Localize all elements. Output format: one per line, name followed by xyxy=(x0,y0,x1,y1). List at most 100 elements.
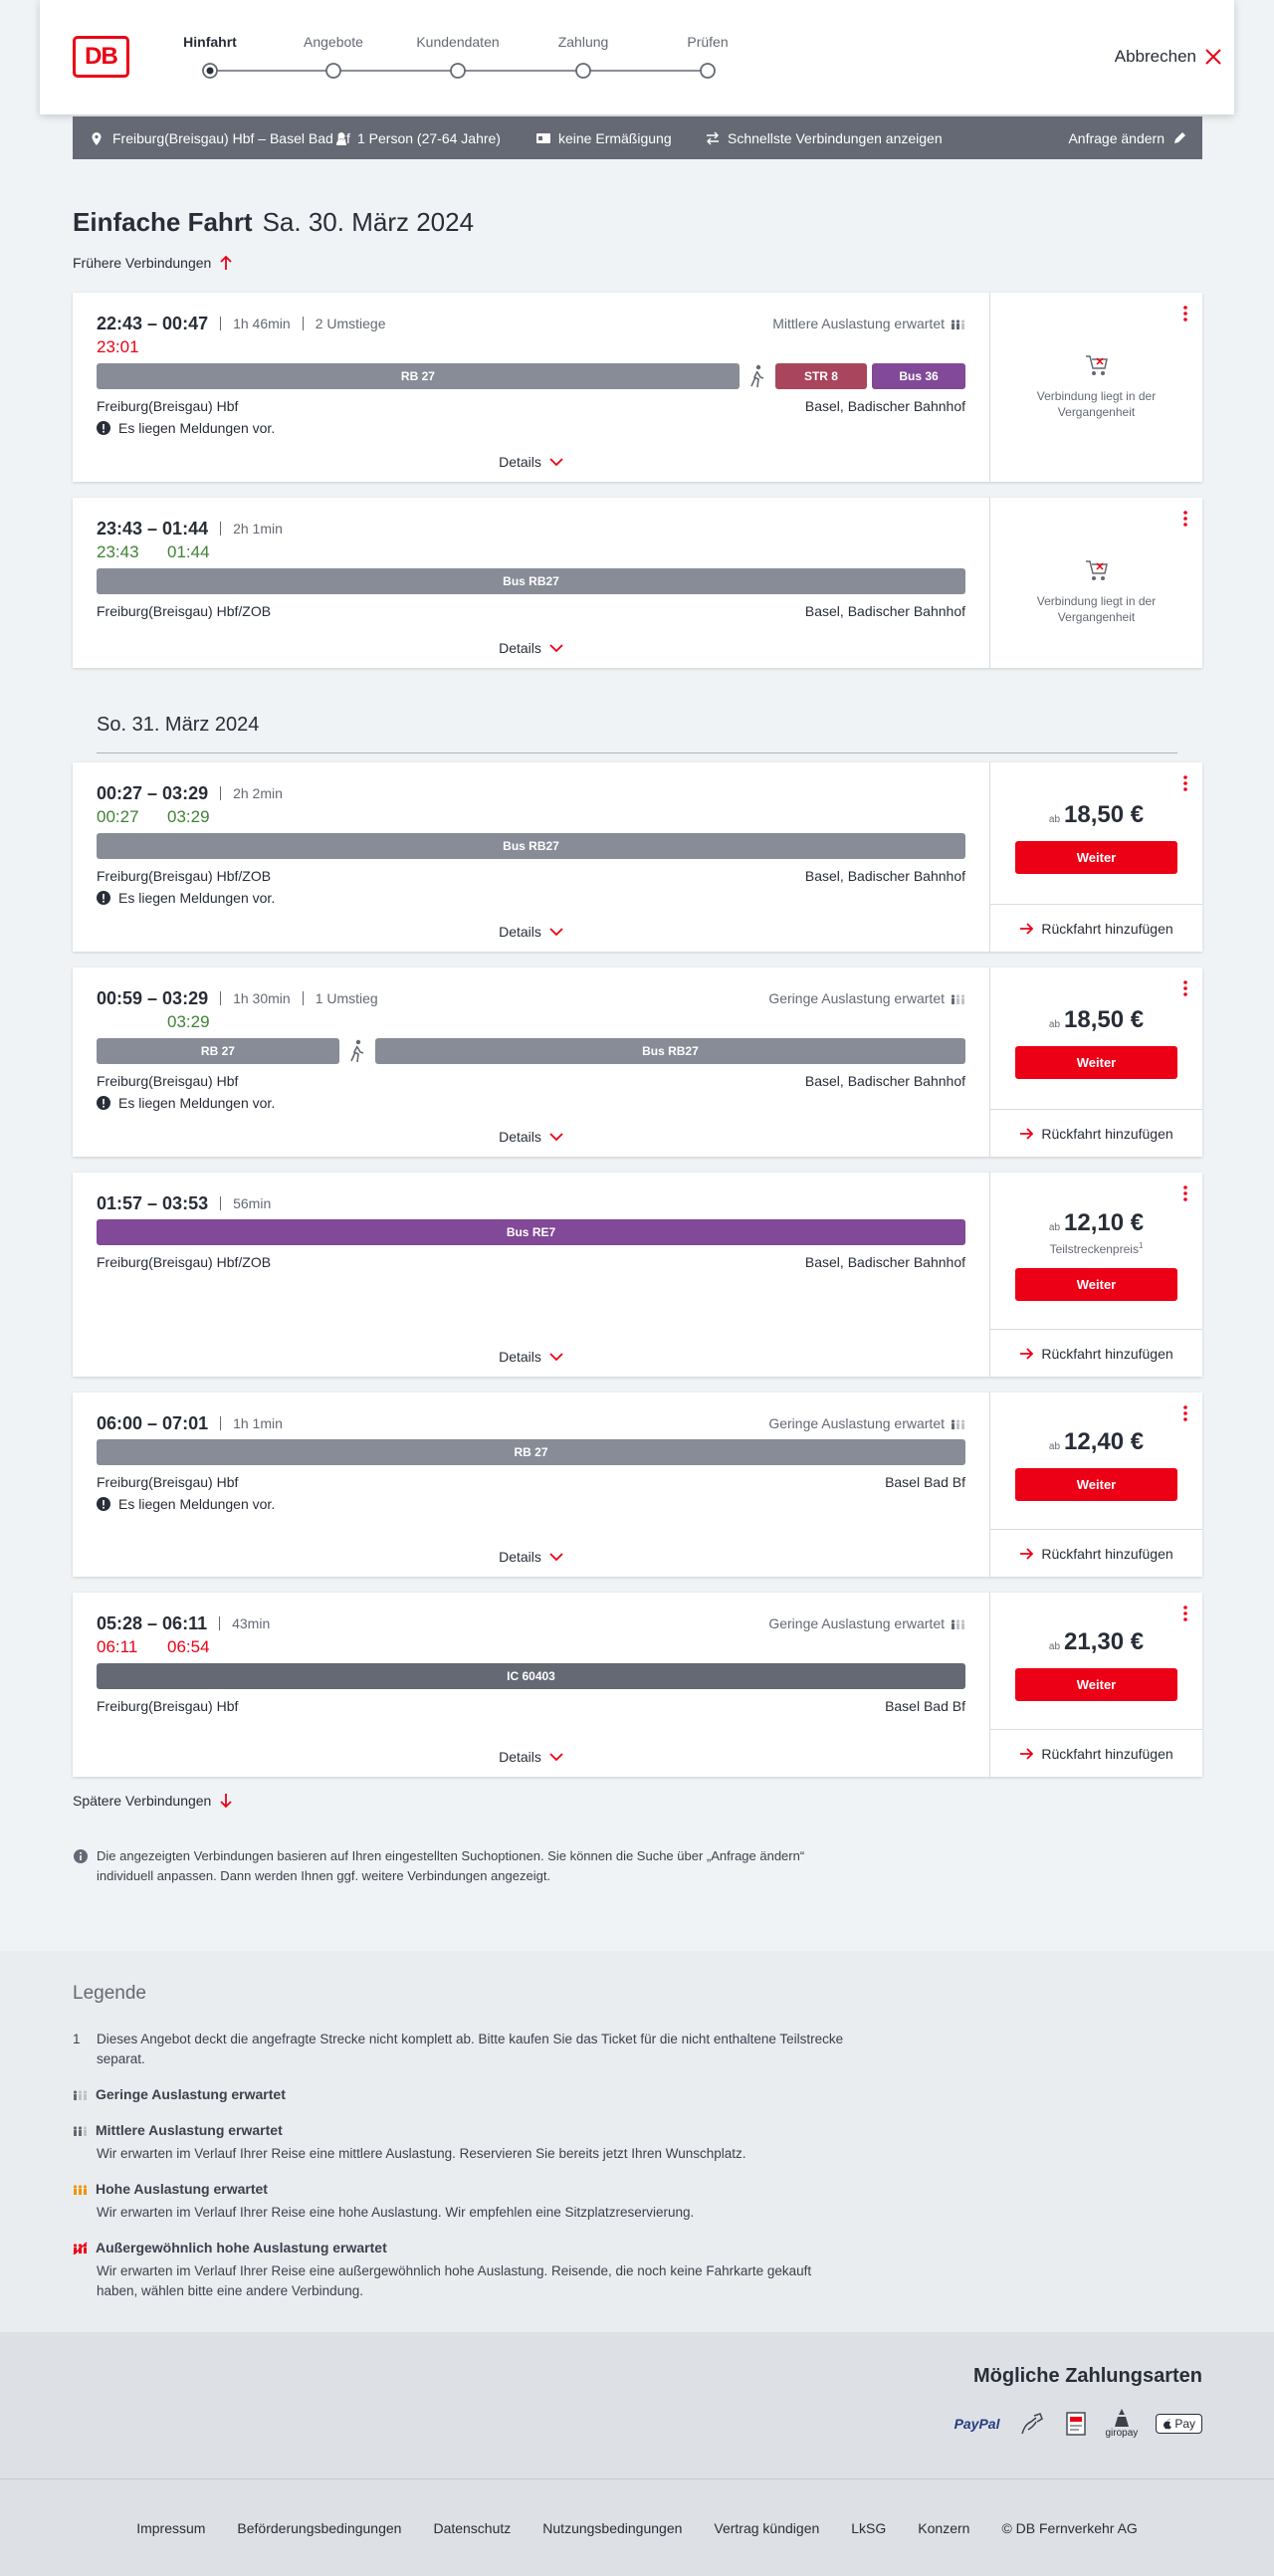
add-return[interactable]: Rückfahrt hinzufügen xyxy=(990,1329,1202,1377)
load: Geringe Auslastung erwartet xyxy=(768,1415,965,1431)
earlier-link[interactable]: Frühere Verbindungen xyxy=(73,255,233,271)
details-toggle[interactable]: Details xyxy=(73,1349,989,1365)
details-toggle[interactable]: Details xyxy=(73,640,989,656)
search-option: Schnellste Verbindungen anzeigen xyxy=(728,129,943,146)
arrow-down xyxy=(220,1794,232,1809)
add-return-label[interactable]: Rückfahrt hinzufügen xyxy=(1041,920,1173,937)
footer-link[interactable]: Beförderungsbedingungen xyxy=(237,2519,402,2536)
time: 01:57 – 03:53 xyxy=(97,1192,209,1213)
cancel-label[interactable]: Abbrechen xyxy=(1114,47,1196,66)
add-return-label[interactable]: Rückfahrt hinzufügen xyxy=(1041,1345,1173,1362)
realtime-row: 06:11 06:54 xyxy=(97,1634,965,1658)
logo[interactable]: DB xyxy=(73,36,129,78)
price-note-text: Teilstreckenpreis xyxy=(1049,1241,1139,1256)
add-return[interactable]: Rückfahrt hinzufügen xyxy=(990,1529,1202,1577)
legs: RB 27 Bus RB27 xyxy=(97,1038,965,1064)
add-return-label[interactable]: Rückfahrt hinzufügen xyxy=(1041,1125,1173,1142)
more-menu[interactable] xyxy=(1182,305,1188,322)
details-label[interactable]: Details xyxy=(499,1549,541,1565)
change-request[interactable]: Anfrage ändern xyxy=(1068,116,1186,159)
step-label[interactable]: Kundendaten xyxy=(416,34,500,50)
leg: Bus RB27 xyxy=(374,1038,965,1064)
footer-link[interactable]: Datenschutz xyxy=(433,2519,512,2536)
load-icon xyxy=(73,2089,88,2100)
notice: Es liegen Meldungen vor. xyxy=(97,1092,965,1114)
continue-button[interactable]: Weiter xyxy=(1015,1468,1177,1501)
step-circle xyxy=(450,63,466,79)
search-item: 1 Person (27-64 Jahre) xyxy=(335,116,501,159)
details-toggle[interactable]: Details xyxy=(73,454,989,470)
details-toggle[interactable]: Details xyxy=(73,924,989,940)
step-label[interactable]: Angebote xyxy=(304,34,363,50)
step-label[interactable]: Prüfen xyxy=(687,34,729,50)
add-return-label[interactable]: Rückfahrt hinzufügen xyxy=(1041,1545,1173,1562)
footer-link[interactable]: Konzern xyxy=(918,2519,970,2536)
details-toggle[interactable]: Details xyxy=(73,1549,989,1565)
load-text: Geringe Auslastung erwartet xyxy=(768,1415,945,1431)
continue-button[interactable]: Weiter xyxy=(1015,1668,1177,1701)
realtime-row: 03:29 xyxy=(97,1009,965,1033)
continue-button[interactable]: Weiter xyxy=(1015,840,1177,874)
time: 05:28 – 06:11 xyxy=(97,1612,208,1633)
changes: 2 Umstiege xyxy=(315,316,386,331)
step-label[interactable]: Hinfahrt xyxy=(183,34,237,50)
footnote: 1 Dieses Angebot deckt die angefragte Str… xyxy=(73,2030,1201,2069)
cancel-button[interactable]: Abbrechen xyxy=(1115,47,1222,67)
step-label[interactable]: Zahlung xyxy=(557,34,609,50)
more-menu[interactable] xyxy=(1182,979,1188,997)
earlier-label[interactable]: Frühere Verbindungen xyxy=(73,255,212,271)
later-label[interactable]: Spätere Verbindungen xyxy=(73,1793,212,1809)
continue-button[interactable]: Weiter xyxy=(1015,1045,1177,1079)
details-toggle[interactable]: Details xyxy=(73,1749,989,1765)
details-label[interactable]: Details xyxy=(499,454,541,470)
connection-info: 23:43 – 01:44 2h 1min 23:43 01:44 Bus RB27 Fr… xyxy=(73,498,990,668)
legend-item-title: Hohe Auslastung erwartet xyxy=(73,2178,1201,2200)
add-return[interactable]: Rückfahrt hinzufügen xyxy=(990,904,1202,952)
step-dot xyxy=(206,67,214,75)
footer-link[interactable]: © DB Fernverkehr AG xyxy=(1001,2519,1138,2536)
more-menu[interactable] xyxy=(1182,510,1188,528)
duration: 56min xyxy=(233,1195,272,1211)
day-heading: So. 31. März 2024 xyxy=(73,684,1202,762)
later-link[interactable]: Spätere Verbindungen xyxy=(73,1793,233,1809)
title-date: Sa. 30. März 2024 xyxy=(262,207,475,237)
time: 00:59 – 03:29 xyxy=(97,987,209,1008)
footer-link[interactable]: Nutzungsbedingungen xyxy=(542,2519,683,2536)
route-icon xyxy=(92,131,102,145)
footer-link[interactable]: Vertrag kündigen xyxy=(714,2519,820,2536)
price-prefix: ab xyxy=(1048,1441,1061,1452)
change-label[interactable]: Anfrage ändern xyxy=(1068,129,1165,146)
more-menu[interactable] xyxy=(1182,1184,1188,1202)
details-label[interactable]: Details xyxy=(499,640,541,656)
add-return-label[interactable]: Rückfahrt hinzufügen xyxy=(1041,1745,1173,1762)
separator xyxy=(220,1196,222,1210)
footer-link[interactable]: Impressum xyxy=(136,2519,206,2536)
details-label[interactable]: Details xyxy=(499,1129,541,1145)
time-row: 00:27 – 03:29 2h 2min xyxy=(97,782,965,804)
details-toggle[interactable]: Details xyxy=(73,1129,989,1145)
more-menu[interactable] xyxy=(1182,1605,1188,1622)
details-label[interactable]: Details xyxy=(499,1749,541,1765)
price-prefix: ab xyxy=(1048,1641,1061,1652)
footer-link[interactable]: LkSG xyxy=(851,2519,887,2536)
connection-card: 00:27 – 03:29 2h 2min 00:27 03:29 Bus RB27 Fr… xyxy=(73,762,1202,952)
legend-item-label: Hohe Auslastung erwartet xyxy=(96,2181,268,2197)
leg: IC 60403 xyxy=(97,1663,965,1689)
more-menu[interactable] xyxy=(1182,774,1188,792)
realtime-row: 23:43 01:44 xyxy=(97,539,965,563)
legend-item-text: Wir erwarten im Verlauf Ihrer Reise eine… xyxy=(97,2205,695,2220)
add-return[interactable]: Rückfahrt hinzufügen xyxy=(990,1109,1202,1157)
more-menu[interactable] xyxy=(1182,1404,1188,1422)
passengers-icon xyxy=(336,131,346,145)
add-return[interactable]: Rückfahrt hinzufügen xyxy=(990,1729,1202,1777)
details-label[interactable]: Details xyxy=(499,1349,541,1365)
apple-icon xyxy=(1164,2418,1172,2429)
info-text: Die angezeigten Verbindungen basieren au… xyxy=(97,1848,805,1883)
continue-button[interactable]: Weiter xyxy=(1015,1267,1177,1301)
leg: RB 27 xyxy=(97,1439,965,1465)
details-label[interactable]: Details xyxy=(499,924,541,940)
price: ab 18,50 € xyxy=(1049,801,1144,829)
from-station: Freiburg(Breisgau) Hbf xyxy=(97,398,239,414)
price-value: 12,40 € xyxy=(1064,1428,1145,1455)
